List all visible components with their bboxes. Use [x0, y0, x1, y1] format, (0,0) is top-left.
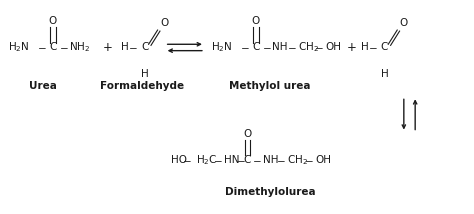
Text: Formaldehyde: Formaldehyde	[100, 81, 184, 91]
Text: $-$: $-$	[59, 42, 68, 52]
Text: C: C	[381, 42, 388, 52]
Text: $\mathsf{H_2C}$: $\mathsf{H_2C}$	[196, 153, 218, 167]
Text: $-$: $-$	[236, 155, 246, 165]
Text: C: C	[244, 155, 251, 165]
Text: Methylol urea: Methylol urea	[229, 81, 311, 91]
Text: $-$: $-$	[262, 42, 272, 52]
Text: OH: OH	[325, 42, 341, 52]
Text: O: O	[243, 129, 252, 139]
Text: $-$: $-$	[240, 42, 250, 52]
Text: $\mathsf{CH_2}$: $\mathsf{CH_2}$	[299, 41, 319, 54]
Text: H: H	[361, 42, 369, 52]
Text: $-$: $-$	[37, 42, 46, 52]
Text: O: O	[400, 18, 408, 28]
Text: $-$: $-$	[368, 42, 377, 52]
Text: $\mathsf{H_2N}$: $\mathsf{H_2N}$	[211, 41, 233, 54]
Text: C: C	[252, 42, 260, 52]
Text: $-$: $-$	[314, 42, 324, 52]
Text: H: H	[381, 69, 388, 79]
Text: H: H	[141, 69, 149, 79]
Text: $-$: $-$	[213, 155, 223, 165]
Text: $-$: $-$	[304, 155, 314, 165]
Text: $\mathsf{CH_2}$: $\mathsf{CH_2}$	[287, 153, 308, 167]
Text: O: O	[252, 16, 260, 26]
Text: $\mathsf{H_2N}$: $\mathsf{H_2N}$	[8, 41, 29, 54]
Text: $+$: $+$	[346, 41, 356, 54]
Text: $-$: $-$	[288, 42, 297, 52]
Text: NH: NH	[273, 42, 288, 52]
Text: NH: NH	[263, 155, 279, 165]
Text: H: H	[121, 42, 129, 52]
Text: $\mathsf{NH_2}$: $\mathsf{NH_2}$	[69, 41, 91, 54]
Text: $-$: $-$	[276, 155, 285, 165]
Text: $-$: $-$	[252, 155, 262, 165]
Text: O: O	[160, 18, 168, 28]
Text: Dimethylolurea: Dimethylolurea	[225, 187, 315, 197]
Text: $+$: $+$	[102, 41, 112, 54]
Text: OH: OH	[315, 155, 331, 165]
Text: $-$: $-$	[182, 155, 191, 165]
Text: C: C	[141, 42, 148, 52]
Text: C: C	[49, 42, 56, 52]
Text: Urea: Urea	[29, 81, 57, 91]
Text: $-$: $-$	[128, 42, 138, 52]
Text: HO: HO	[171, 155, 187, 165]
Text: O: O	[48, 16, 57, 26]
Text: HN: HN	[224, 155, 240, 165]
